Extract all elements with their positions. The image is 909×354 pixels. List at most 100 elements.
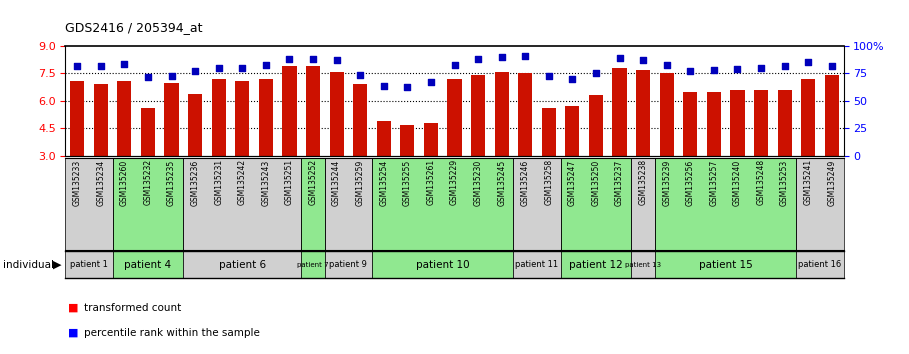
Text: GSM135231: GSM135231 <box>215 159 224 205</box>
Text: GSM135245: GSM135245 <box>497 159 506 206</box>
Point <box>824 63 839 69</box>
Text: GSM135258: GSM135258 <box>544 159 554 205</box>
Point <box>282 56 296 62</box>
Text: GSM135236: GSM135236 <box>191 159 200 206</box>
Bar <box>494 72 509 156</box>
Bar <box>188 93 202 156</box>
Point <box>165 73 179 79</box>
Bar <box>212 79 225 156</box>
Text: GSM135234: GSM135234 <box>96 159 105 206</box>
Text: percentile rank within the sample: percentile rank within the sample <box>84 328 259 338</box>
Text: GSM135251: GSM135251 <box>285 159 294 205</box>
Point <box>683 68 697 74</box>
Text: GSM135242: GSM135242 <box>238 159 246 205</box>
Point <box>141 74 155 80</box>
Bar <box>70 81 85 156</box>
Bar <box>424 123 438 156</box>
Text: ▶: ▶ <box>53 259 61 270</box>
Point <box>258 62 273 68</box>
Text: individual: individual <box>3 259 54 270</box>
Text: GSM135247: GSM135247 <box>568 159 577 206</box>
Text: patient 16: patient 16 <box>798 260 842 269</box>
Point <box>447 62 462 68</box>
Bar <box>542 108 556 156</box>
Bar <box>754 90 768 156</box>
Text: GSM135249: GSM135249 <box>827 159 836 206</box>
Point <box>730 66 744 72</box>
Bar <box>613 68 626 156</box>
Text: GDS2416 / 205394_at: GDS2416 / 205394_at <box>65 21 203 34</box>
Bar <box>684 92 697 156</box>
Bar <box>141 108 155 156</box>
Text: patient 12: patient 12 <box>569 259 623 270</box>
Point <box>94 63 108 69</box>
Text: GSM135256: GSM135256 <box>685 159 694 206</box>
Point <box>212 65 226 71</box>
Point <box>659 62 674 68</box>
Text: patient 4: patient 4 <box>125 259 172 270</box>
Text: patient 13: patient 13 <box>625 262 661 268</box>
Point <box>636 57 651 63</box>
Text: GSM135255: GSM135255 <box>403 159 412 206</box>
Point <box>353 72 367 78</box>
Bar <box>283 66 296 156</box>
Bar <box>565 106 579 156</box>
Point <box>754 65 768 71</box>
Text: GSM135241: GSM135241 <box>804 159 813 205</box>
Text: GSM135243: GSM135243 <box>262 159 270 206</box>
Bar <box>94 84 108 156</box>
Text: ■: ■ <box>68 328 79 338</box>
Bar <box>707 92 721 156</box>
Text: GSM135232: GSM135232 <box>144 159 153 205</box>
Bar <box>376 121 391 156</box>
Point <box>188 68 203 74</box>
Point <box>589 71 604 76</box>
Text: patient 1: patient 1 <box>70 260 108 269</box>
Text: GSM135259: GSM135259 <box>355 159 365 206</box>
Text: GSM135237: GSM135237 <box>615 159 624 206</box>
Point <box>376 83 391 88</box>
Point <box>801 59 815 65</box>
Bar <box>660 73 674 156</box>
Bar <box>636 70 650 156</box>
Bar <box>117 81 132 156</box>
Point <box>70 63 85 69</box>
Text: patient 10: patient 10 <box>416 259 470 270</box>
Bar <box>447 79 462 156</box>
Bar <box>259 79 273 156</box>
Bar <box>801 79 815 156</box>
Point <box>424 79 438 85</box>
Bar <box>330 72 344 156</box>
Text: patient 11: patient 11 <box>515 260 559 269</box>
Text: GSM135260: GSM135260 <box>120 159 129 206</box>
Point <box>518 53 533 59</box>
Bar <box>165 82 179 156</box>
Point <box>117 61 132 67</box>
Point <box>494 54 509 60</box>
Text: patient 9: patient 9 <box>329 260 367 269</box>
Bar <box>777 90 792 156</box>
Bar <box>471 75 485 156</box>
Text: GSM135244: GSM135244 <box>332 159 341 206</box>
Text: ■: ■ <box>68 303 79 313</box>
Text: GSM135246: GSM135246 <box>521 159 530 206</box>
Text: GSM135229: GSM135229 <box>450 159 459 205</box>
Text: patient 15: patient 15 <box>699 259 753 270</box>
Text: GSM135257: GSM135257 <box>709 159 718 206</box>
Text: GSM135254: GSM135254 <box>379 159 388 206</box>
Bar <box>400 125 415 156</box>
Bar <box>730 90 744 156</box>
Text: GSM135252: GSM135252 <box>308 159 317 205</box>
Text: GSM135248: GSM135248 <box>756 159 765 205</box>
Point <box>329 57 344 63</box>
Bar <box>518 73 533 156</box>
Text: GSM135261: GSM135261 <box>426 159 435 205</box>
Point <box>777 63 792 69</box>
Point <box>305 56 320 62</box>
Text: transformed count: transformed count <box>84 303 181 313</box>
Point <box>235 65 250 71</box>
Bar <box>353 84 367 156</box>
Point <box>613 55 627 61</box>
Text: patient 6: patient 6 <box>219 259 265 270</box>
Bar <box>306 66 320 156</box>
